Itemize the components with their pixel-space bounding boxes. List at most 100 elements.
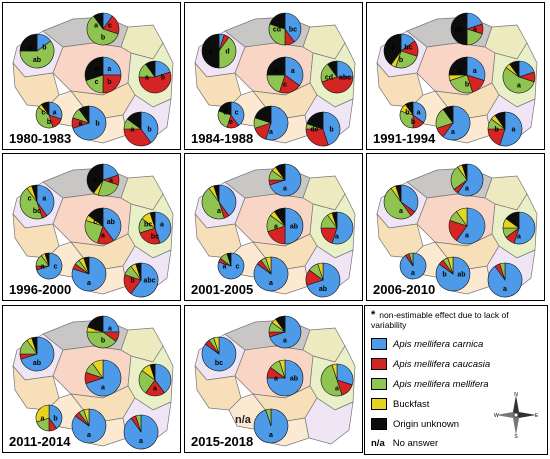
pie-east: ba [138,60,172,94]
pie-south: ab b [435,256,471,292]
pie-letter: a [42,195,46,202]
pie-letter: d [225,49,229,56]
pie-letter: a [41,416,45,423]
asterisk-symbol: * [371,309,376,321]
pie-north: abc [86,315,120,349]
pie-slice-buckfast [279,359,286,379]
pie-slice-unknown [494,111,506,130]
legend-note: * non-estimable effect due to lack of var… [371,309,541,331]
pie-slice-unknown [442,105,454,124]
pie-east: a [502,211,536,245]
map-panel: a a a a a ab b a 2006-2010 [366,153,545,301]
pie-letter: e [229,119,233,126]
pie-letter: c [54,264,58,271]
pie-letter: cd [325,75,333,82]
pie-slice-unknown [275,315,286,333]
pie-slice-mellifera [218,36,237,69]
pie-slice-unknown [126,111,142,130]
pie-letter: a [473,27,477,34]
pie-south: a [253,256,289,292]
pie-slice-carnica [284,12,302,43]
pie-slice-unknown [201,33,220,69]
pie-letter: a [411,270,415,277]
pie-slice-unknown [509,60,520,78]
legend: * non-estimable effect due to lack of var… [364,305,548,455]
pie-letter: b [147,127,151,134]
pie-slice-carnica [36,184,55,217]
pie-letter: ab [457,272,465,279]
pie-letter: b [53,416,57,423]
pie-slice-mellifera [19,187,43,220]
pie-slice-unknown [450,12,468,46]
map-panel: a b c ab a a b a a a 2011-2014 [2,305,181,453]
mellifera-swatch [371,378,387,390]
pie-north: a [268,163,302,197]
pie-slice-buckfast [317,262,324,281]
pie-southwest: a [399,252,427,280]
pie-slice-unknown [88,207,104,227]
pie-slice-unknown [213,184,220,203]
pie-letter: bc [144,222,152,229]
pie-letter: a [223,264,227,271]
pie-slice-unknown [254,105,272,124]
pie-slice-unknown [395,184,402,203]
map-panel: a bc ab a a a 2015-2018 n/a [184,305,363,453]
pie-east: a [320,211,354,245]
pie-north: a [268,315,302,349]
pie-center: aba [448,56,486,94]
pie-letter: c [283,82,287,89]
pie-slice-carnica [456,207,486,245]
pie-letter: b [101,35,105,42]
pie-letter: a [399,208,403,215]
legend-item-unknown: Origin unknown [371,418,459,430]
pie-slice-buckfast [83,408,90,427]
pie-slice-caucasia [305,128,329,147]
pie-letter: a [101,385,105,392]
pie-letter: b [411,119,415,126]
pie-slice-unknown [448,56,468,76]
pie-letter: a [95,66,99,73]
pie-letter: a [517,83,521,90]
pie-slice-carnica [130,262,159,298]
pie-letter: a [451,129,455,136]
pie-letter: c [108,23,112,30]
pie-letter: a [153,386,157,393]
pie-slice-mellifera [35,106,54,129]
pie-west: bc [201,336,237,372]
compass-rose-icon: N S W E [494,392,539,438]
pie-southeast: ab [487,111,523,147]
map-panel: c b a b ab a a b c a b a a b c b a b a 1980-1983 [2,2,181,150]
pie-east: a [138,363,172,397]
pie-slice-carnica [102,207,122,241]
compass-w: W [494,413,499,419]
pie-south: a [71,408,107,444]
pie-slice-unknown [149,211,156,229]
compass-n: N [514,392,518,398]
pie-slice-unknown [404,101,414,116]
pie-letter: b [399,57,403,64]
pie-slice-mellifera [399,110,414,129]
pie-slice-unknown [306,111,324,130]
pie-letter: b [494,127,498,134]
pie-letter: ab [290,224,298,231]
pie-slice-unknown [93,12,104,30]
pie-slice-mellifera [86,331,117,349]
pie-letter: bc [215,360,223,367]
legend-item-mellifera: Apis mellifera mellifera [371,378,489,390]
pie-north: cba [86,12,120,46]
pie-slice-carnica [457,163,484,197]
pie-letter: c [41,109,45,116]
pie-letter: a [87,280,91,287]
pie-letter: c [94,326,98,333]
pie-slice-caucasia [123,128,152,147]
pie-slice-carnica [400,184,419,213]
pie-slice-carnica [230,101,245,126]
